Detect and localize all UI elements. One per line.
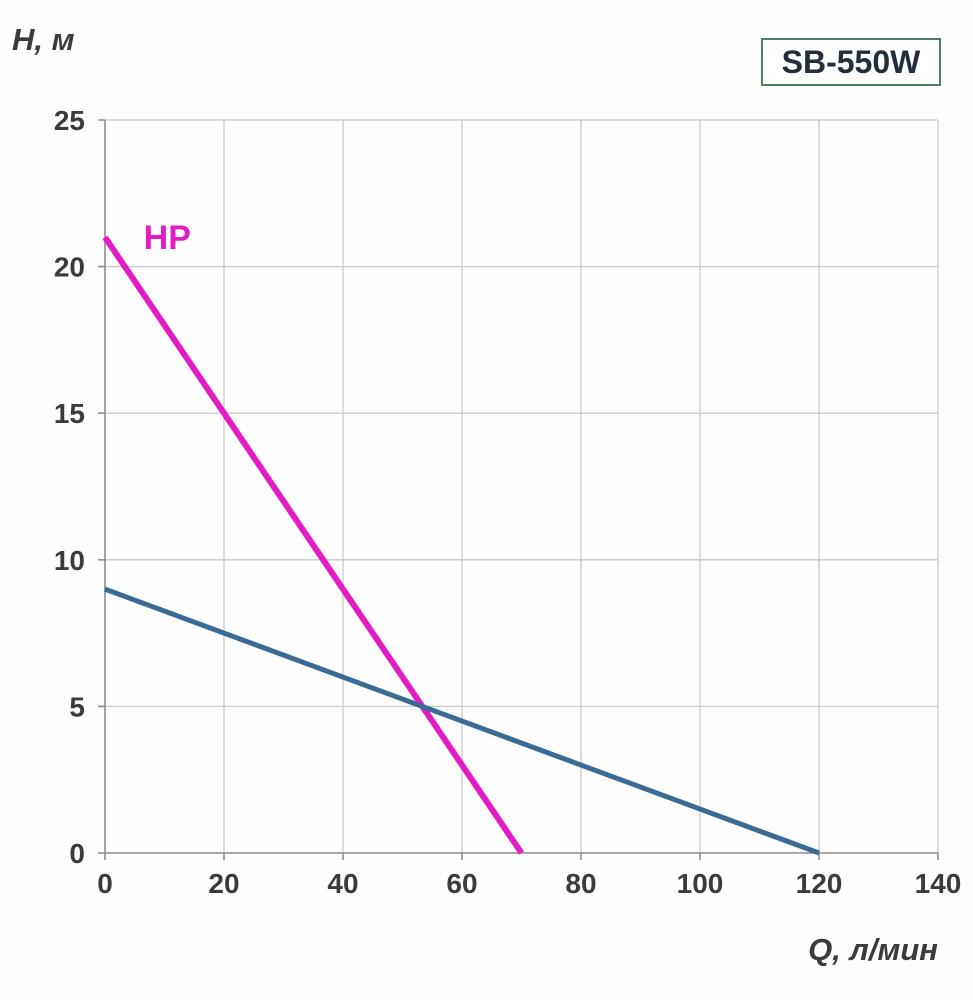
x-tick-label: 0 — [97, 868, 113, 899]
x-tick-label: 20 — [208, 868, 239, 899]
x-tick-label: 40 — [327, 868, 358, 899]
y-axis-title: H, м — [12, 22, 75, 57]
x-tick-label: 120 — [796, 868, 843, 899]
series-line-HP — [102, 235, 524, 855]
x-tick-label: 60 — [446, 868, 477, 899]
model-badge: SB-550W — [761, 38, 941, 86]
x-axis-title: Q, л/мин — [808, 932, 938, 967]
x-tick-label: 100 — [677, 868, 724, 899]
series-label-HP: HP — [144, 219, 191, 257]
y-tick-label: 10 — [54, 545, 85, 576]
y-tick-label: 20 — [54, 252, 85, 283]
x-tick-label: 140 — [915, 868, 962, 899]
y-tick-label: 25 — [54, 105, 85, 136]
y-tick-label: 5 — [69, 691, 85, 722]
series-line-pump-head-curve — [104, 586, 820, 856]
y-tick-label: 15 — [54, 398, 85, 429]
x-tick-label: 80 — [565, 868, 596, 899]
y-tick-label: 0 — [69, 838, 85, 869]
